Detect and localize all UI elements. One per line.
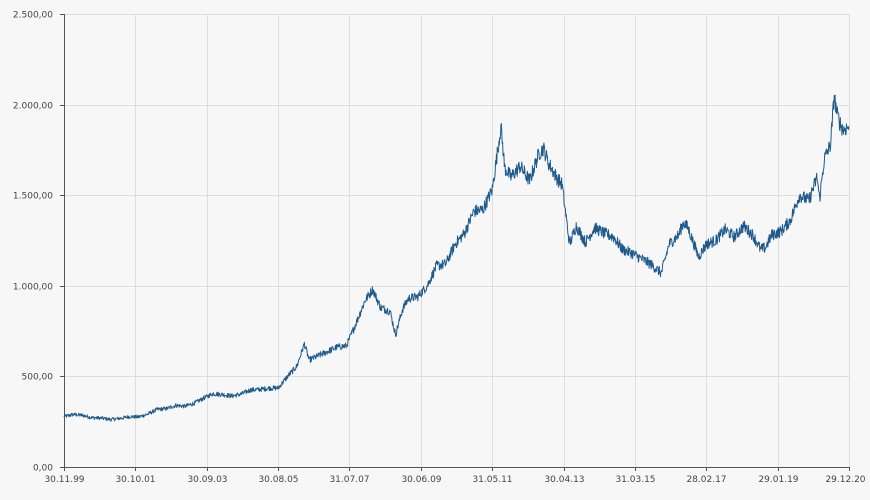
x-tick-label: 30.10.01 — [115, 475, 155, 485]
y-tick-label: 2.000,00 — [13, 102, 53, 112]
tick-labels: 0,00 500,00 1.000,00 1.500,00 2.000,00 2.500,… — [13, 11, 866, 486]
x-tick-label: 28.02.17 — [686, 475, 726, 485]
x-tick-label: 30.08.05 — [258, 475, 298, 485]
x-tick-label: 31.03.15 — [615, 475, 655, 485]
x-tick-label: 31.07.07 — [329, 475, 369, 485]
x-tick-label: 30.04.13 — [544, 475, 584, 485]
y-tick-label: 1.000,00 — [13, 283, 53, 293]
y-tick-label: 1.500,00 — [13, 192, 53, 202]
gridlines — [64, 14, 850, 467]
y-tick-label: 0,00 — [33, 464, 53, 474]
y-tick-label: 2.500,00 — [13, 11, 53, 21]
series-line-0 — [63, 94, 850, 422]
x-tick-label: 31.05.11 — [472, 475, 512, 485]
x-tick-label: 30.06.09 — [401, 475, 441, 485]
axes — [64, 14, 849, 468]
x-tick-label: 30.11.99 — [44, 475, 84, 485]
series-layer — [63, 94, 850, 422]
x-tick-label: 30.09.03 — [187, 475, 227, 485]
x-tick-label: 29.01.19 — [758, 475, 798, 485]
x-tick-label: 29.12.20 — [825, 475, 865, 485]
y-tick-label: 500,00 — [22, 373, 54, 383]
